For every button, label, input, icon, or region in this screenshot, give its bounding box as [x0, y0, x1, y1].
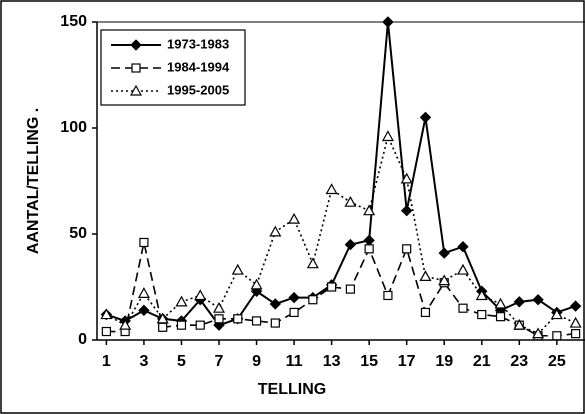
point [269, 298, 282, 310]
point [344, 195, 357, 207]
x-tick-label: 3 [139, 353, 148, 370]
point [250, 278, 263, 290]
point [231, 263, 244, 275]
point [176, 320, 187, 330]
point [288, 212, 301, 224]
point [438, 274, 451, 286]
x-tick-label: 17 [398, 353, 416, 370]
point [456, 263, 470, 275]
point [400, 172, 413, 184]
point [419, 270, 432, 281]
point [402, 244, 412, 254]
x-tick-label: 7 [215, 353, 224, 370]
point [138, 304, 150, 317]
point [495, 312, 506, 322]
point [270, 318, 280, 328]
point [477, 309, 487, 320]
point [308, 295, 318, 305]
point [382, 16, 394, 28]
point [100, 308, 113, 320]
x-tick-label: 15 [360, 353, 378, 370]
point [550, 308, 563, 320]
point [175, 295, 188, 307]
legend-label: 1984-1994 [167, 59, 230, 74]
x-tick-label: 19 [435, 353, 453, 370]
point [400, 204, 413, 217]
point [571, 329, 581, 339]
x-tick-label: 23 [510, 353, 528, 370]
point [327, 282, 337, 292]
point [420, 307, 431, 318]
point [233, 314, 243, 324]
point [325, 183, 338, 195]
point [457, 241, 469, 253]
point [532, 327, 545, 339]
point [458, 303, 468, 313]
point [195, 320, 205, 330]
point [513, 318, 526, 330]
point [119, 318, 132, 330]
x-tick-label: 1 [102, 353, 111, 370]
point [101, 326, 111, 337]
legend-marker [129, 84, 143, 96]
y-tick-label: 0 [78, 331, 87, 348]
point [288, 291, 300, 304]
point [419, 111, 432, 124]
point [137, 287, 150, 298]
x-tick-label: 21 [473, 353, 491, 370]
point [306, 257, 319, 269]
legend-marker [130, 39, 142, 51]
legend-label: 1973-1983 [167, 36, 229, 51]
point [156, 312, 169, 324]
legend-marker [131, 63, 141, 73]
x-axis-label: TELLING [258, 381, 326, 398]
point [269, 225, 282, 237]
y-tick-label: 100 [60, 119, 87, 136]
point [194, 289, 207, 301]
point [364, 244, 374, 254]
point [344, 238, 357, 251]
y-tick-label: 50 [69, 225, 87, 242]
point [345, 284, 355, 294]
point [139, 237, 149, 248]
point [569, 316, 582, 328]
point [569, 300, 582, 312]
point [513, 296, 526, 308]
point [251, 316, 262, 326]
point [158, 322, 168, 332]
point [289, 307, 299, 318]
y-axis-label: AANTAL/TELLING . [25, 108, 42, 254]
point [383, 290, 393, 301]
y-tick-label: 150 [60, 13, 87, 30]
point [532, 294, 544, 306]
point [212, 301, 226, 313]
point [494, 297, 507, 309]
point [381, 130, 394, 142]
point [438, 247, 450, 259]
x-tick-label: 25 [548, 353, 566, 370]
point [214, 314, 224, 324]
x-tick-label: 9 [252, 353, 261, 370]
legend-label: 1995-2005 [167, 82, 229, 97]
point [552, 331, 562, 341]
x-tick-label: 5 [177, 353, 186, 370]
x-tick-label: 11 [286, 353, 303, 370]
point [475, 289, 488, 301]
x-tick-label: 13 [323, 353, 341, 370]
point [363, 204, 376, 216]
